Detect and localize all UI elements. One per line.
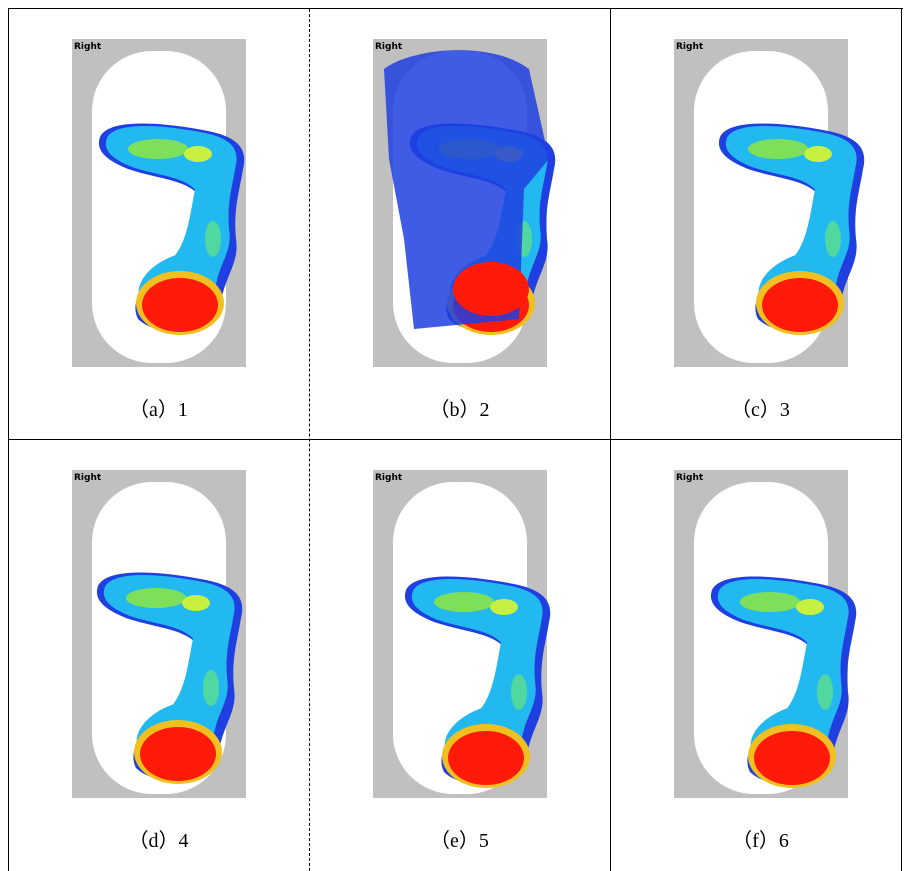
- heel-peak: [142, 278, 218, 332]
- pressure-map: Right: [610, 9, 905, 379]
- pressure-high: [205, 221, 221, 257]
- side-label: Right: [676, 473, 704, 483]
- caption: （e）5: [309, 824, 610, 853]
- pressure-map: Right: [309, 440, 609, 810]
- side-label: Right: [74, 42, 102, 52]
- pressure-high: [490, 599, 518, 615]
- page: Right（a）1Right（b）2Right（c）3Right（d）4Righ…: [0, 0, 905, 870]
- caption: （b）2: [309, 393, 610, 422]
- panel: Right （e）5: [309, 440, 610, 871]
- pressure-high: [817, 674, 833, 710]
- panel: Right （c）3: [610, 9, 905, 440]
- heel-peak: [754, 731, 830, 785]
- pressure-high: [804, 146, 832, 162]
- pressure-map: Right: [309, 9, 609, 379]
- pressure-map: Right: [8, 440, 308, 810]
- pressure-high: [511, 674, 527, 710]
- pressure-high: [434, 592, 494, 612]
- side-label: Right: [676, 42, 704, 52]
- panel: Right （b）2: [309, 9, 610, 440]
- pressure-high: [128, 139, 188, 159]
- pressure-high: [184, 146, 212, 162]
- heel-peak: [448, 731, 524, 785]
- heel-peak: [140, 727, 216, 781]
- side-label: Right: [74, 473, 102, 483]
- pressure-high: [126, 588, 186, 608]
- side-label: Right: [375, 42, 403, 52]
- panel: Right （f）6: [610, 440, 905, 871]
- panel: Right （a）1: [8, 9, 309, 440]
- pressure-high: [748, 139, 808, 159]
- pressure-high: [182, 595, 210, 611]
- caption: （f）6: [610, 824, 905, 853]
- caption: （a）1: [8, 393, 309, 422]
- pressure-map: Right: [610, 440, 905, 810]
- pressure-high: [203, 670, 219, 706]
- pressure-high: [740, 592, 800, 612]
- pressure-high: [825, 221, 841, 257]
- pressure-map: Right: [8, 9, 308, 379]
- caption: （c）3: [610, 393, 905, 422]
- panel: Right （d）4: [8, 440, 309, 871]
- heel-peak: [762, 278, 838, 332]
- caption: （d）4: [8, 824, 309, 853]
- side-label: Right: [375, 473, 403, 483]
- heel-peak: [453, 262, 529, 316]
- pressure-high: [796, 599, 824, 615]
